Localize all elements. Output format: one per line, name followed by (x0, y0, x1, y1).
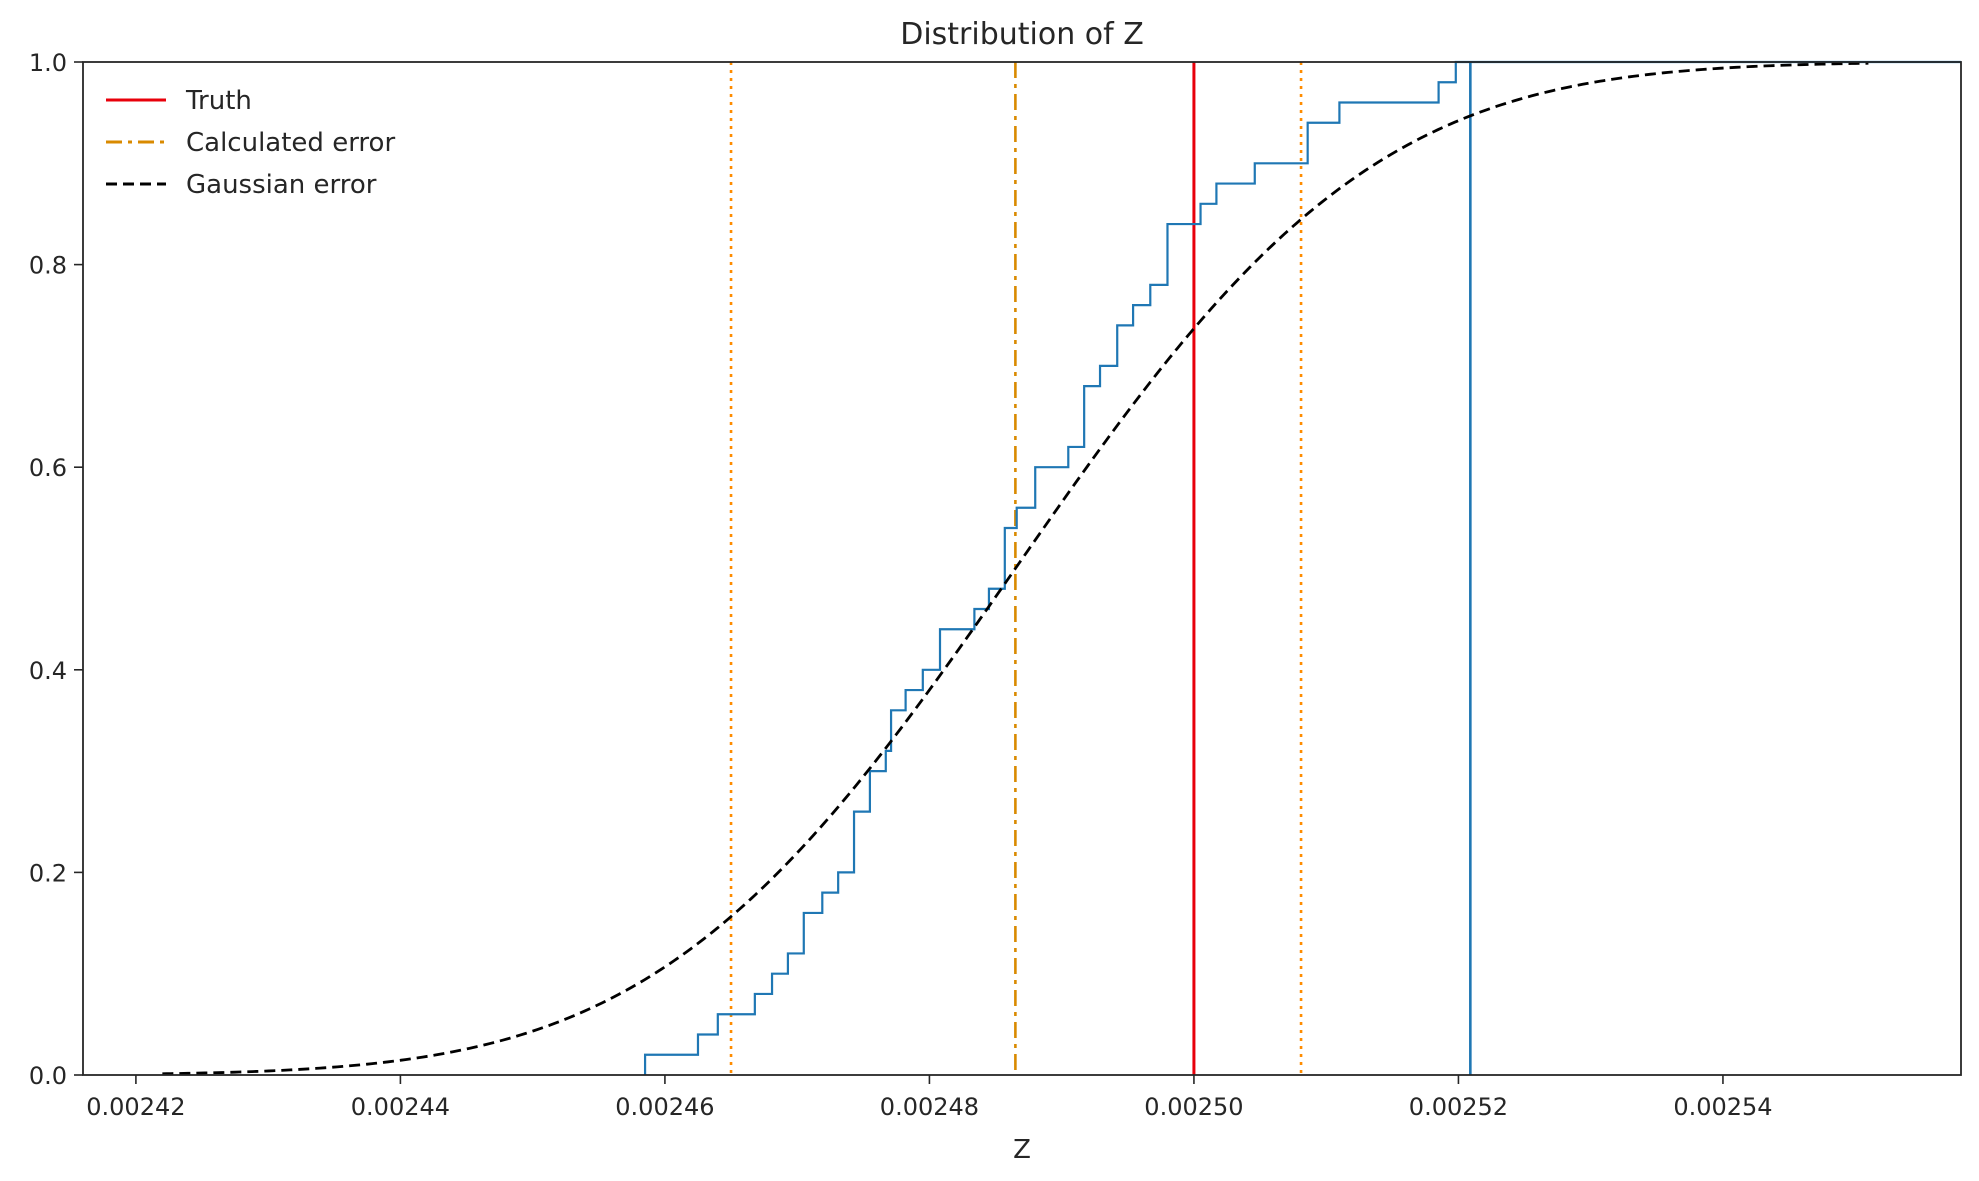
y-tick-label: 0.2 (29, 859, 67, 887)
chart-title: Distribution of Z (900, 17, 1144, 52)
legend: Truth Calculated error Gaussian error (106, 86, 395, 200)
ecdf-series (643, 60, 1961, 1075)
x-axis: 0.00242 0.00244 0.00246 0.00248 0.00250 0.002… (86, 1075, 1773, 1121)
y-axis: 0.0 0.2 0.4 0.6 0.8 1.0 (29, 49, 83, 1090)
x-axis-label: Z (1013, 1135, 1031, 1165)
x-tick-label: 0.00252 (1409, 1093, 1508, 1121)
x-tick-label: 0.00242 (86, 1093, 185, 1121)
x-tick-label: 0.00248 (880, 1093, 979, 1121)
y-tick-label: 0.8 (29, 252, 67, 280)
x-tick-label: 0.00254 (1673, 1093, 1772, 1121)
x-tick-label: 0.00246 (615, 1093, 714, 1121)
legend-label: Gaussian error (186, 170, 377, 200)
y-tick-label: 0.6 (29, 454, 67, 482)
gaussian-cdf-series (162, 61, 1869, 1076)
legend-label: Calculated error (186, 128, 395, 158)
y-tick-label: 0.4 (29, 657, 67, 685)
axes-frame (82, 61, 1962, 1076)
y-tick-label: 0.0 (29, 1062, 67, 1090)
x-tick-label: 0.00250 (1144, 1093, 1243, 1121)
y-tick-label: 1.0 (29, 49, 67, 77)
x-tick-label: 0.00244 (351, 1093, 450, 1121)
legend-label: Truth (185, 86, 252, 116)
plot-area (162, 60, 1961, 1076)
